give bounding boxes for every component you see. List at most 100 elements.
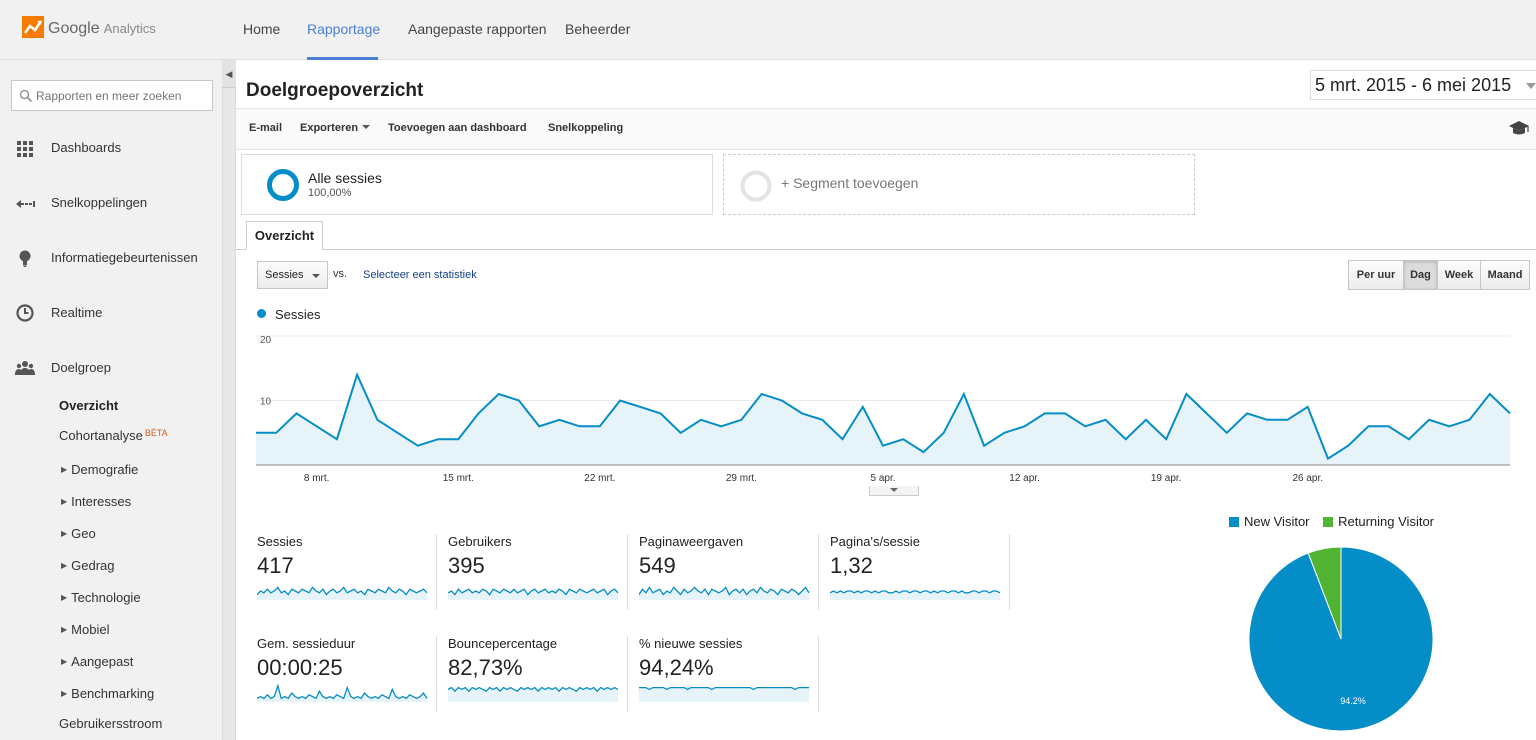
sub-label: Gedrag: [71, 558, 115, 573]
legend-new-visitor[interactable]: New Visitor: [1229, 514, 1310, 529]
sidebar-sub-demographics[interactable]: ▶ Demografie: [61, 462, 138, 477]
sidebar-sub-interests[interactable]: ▶ Interesses: [61, 494, 131, 509]
sub-label: Demografie: [71, 462, 139, 477]
scorecard-sparkline: [639, 586, 810, 600]
expand-triangle-icon: ▶: [61, 657, 68, 666]
legend-label: Returning Visitor: [1338, 514, 1435, 529]
sub-label: Technologie: [71, 590, 141, 605]
scorecard-pages-per-session[interactable]: Pagina's/sessie 1,32: [830, 534, 1010, 614]
x-tick-label: 29 mrt.: [726, 473, 757, 484]
sparkline-line: [639, 586, 810, 596]
sub-label: Interesses: [71, 494, 132, 509]
scorecard-sessions[interactable]: Sessies 417: [257, 534, 437, 614]
nav-admin[interactable]: Beheerder: [565, 21, 631, 37]
scorecard-pageviews[interactable]: Paginaweergaven 549: [639, 534, 819, 614]
chevron-down-icon: [1526, 83, 1536, 89]
legend-returning-visitor[interactable]: Returning Visitor: [1323, 514, 1434, 529]
legend-swatch: [1323, 517, 1334, 527]
scorecard-divider: [627, 534, 628, 610]
metric-select[interactable]: Sessies: [257, 261, 328, 289]
segment-percentage: 100,00%: [308, 187, 352, 199]
period-day-button[interactable]: Dag: [1404, 261, 1438, 289]
logo-text[interactable]: Google Analytics: [48, 20, 156, 38]
sidebar-item-dashboards[interactable]: Dashboards: [0, 136, 222, 160]
scorecard-value: 1,32: [830, 553, 873, 578]
empty-segment-ring-icon: [740, 170, 772, 202]
sidebar-sub-behavior[interactable]: ▶ Gedrag: [61, 558, 115, 573]
sidebar-sub-custom[interactable]: ▶ Aangepast: [61, 654, 133, 669]
scorecard-sparkline: [830, 590, 1001, 600]
shortcut-button[interactable]: Snelkoppeling: [548, 122, 624, 134]
tab-overview[interactable]: Overzicht: [246, 221, 323, 250]
sparkline-line: [448, 686, 619, 693]
sidebar-sub-users-flow[interactable]: Gebruikersstroom: [59, 716, 163, 731]
x-tick-label: 8 mrt.: [304, 473, 330, 484]
sidebar-sub-technology[interactable]: ▶ Technologie: [61, 590, 141, 605]
nav-custom-reports[interactable]: Aangepaste rapporten: [408, 21, 547, 37]
scorecard-name: Bouncepercentage: [448, 636, 558, 651]
search-box[interactable]: [11, 80, 213, 111]
date-range-picker[interactable]: 5 mrt. 2015 - 6 mei 2015: [1310, 70, 1536, 100]
sparkline-area: [639, 587, 809, 600]
sparkline-area: [448, 687, 618, 702]
nav-home[interactable]: Home: [243, 21, 281, 37]
visitor-type-pie-chart[interactable]: 94.2%: [1248, 546, 1434, 732]
scorecard-name: Gem. sessieduur: [257, 636, 356, 651]
expand-triangle-icon: ▶: [61, 625, 68, 634]
sidebar-item-realtime[interactable]: Realtime: [0, 301, 222, 325]
pie-slice-returning-visitor[interactable]: [1307, 546, 1342, 640]
period-week-button[interactable]: Week: [1438, 261, 1481, 289]
metric-select-label: Sessies: [265, 269, 304, 281]
scorecard-sparkline: [257, 683, 428, 702]
search-input[interactable]: [36, 87, 206, 105]
period-hourly-button[interactable]: Per uur: [1349, 261, 1404, 289]
sidebar-sub-geo[interactable]: ▶ Geo: [61, 526, 96, 541]
scorecard-users[interactable]: Gebruikers 395: [448, 534, 628, 614]
scorecard-name: Paginaweergaven: [639, 534, 744, 549]
scorecard-avg-session-duration[interactable]: Gem. sessieduur 00:00:25: [257, 636, 437, 716]
scorecard-value: 94,24%: [639, 655, 714, 680]
period-month-button[interactable]: Maand: [1481, 261, 1529, 289]
add-segment-button[interactable]: + Segment toevoegen: [723, 154, 1195, 215]
x-tick-label: 12 apr.: [1009, 473, 1040, 484]
sidebar-item-intelligence-events[interactable]: Informatiegebeurtenissen: [0, 246, 222, 270]
series-line-sessions: [256, 371, 1511, 461]
sidebar-sub-cohort[interactable]: Cohortanalyse BÈTA: [59, 428, 168, 443]
grid-icon: [17, 141, 33, 157]
sidebar-sub-overview[interactable]: Overzicht: [59, 398, 119, 413]
sidebar-collapse-button[interactable]: ◀: [222, 60, 236, 88]
scorecard-bounce-rate[interactable]: Bouncepercentage 82,73%: [448, 636, 628, 716]
scorecard-value: 417: [257, 553, 294, 578]
scorecard-new-sessions[interactable]: % nieuwe sessies 94,24%: [639, 636, 819, 716]
sidebar-sub-benchmarking[interactable]: ▶ Benchmarking: [61, 686, 154, 701]
scorecard-value: 82,73%: [448, 655, 523, 680]
clock-icon: [16, 304, 34, 322]
sidebar-sub-mobile[interactable]: ▶ Mobiel: [61, 622, 109, 637]
sub-label: Aangepast: [71, 654, 134, 669]
expand-triangle-icon: ▶: [61, 561, 68, 570]
sparkline-line: [257, 586, 428, 596]
sparkline-line: [448, 588, 619, 596]
add-to-dashboard-button[interactable]: Toevoegen aan dashboard: [388, 122, 527, 134]
export-label: Exporteren: [300, 122, 359, 134]
nav-rapportage[interactable]: Rapportage: [307, 21, 380, 60]
sidebar-item-shortcuts[interactable]: Snelkoppelingen: [0, 191, 222, 215]
chart-resize-handle[interactable]: [869, 486, 919, 496]
select-metric-link[interactable]: Selecteer een statistiek: [363, 269, 477, 281]
top-bar: Google Analytics Home Rapportage Aangepa…: [0, 0, 1536, 60]
sidebar-item-audience[interactable]: Doelgroep: [0, 356, 222, 380]
scorecard-divider: [436, 534, 437, 610]
scorecard-divider: [436, 636, 437, 712]
scorecard-divider: [1009, 534, 1010, 610]
analytics-logo-icon[interactable]: [22, 16, 162, 42]
segment-all-sessions[interactable]: Alle sessies 100,00%: [241, 154, 713, 215]
tab-divider: [236, 249, 1536, 250]
sidebar-item-label: Dashboards: [51, 140, 122, 155]
sidebar-item-label: Doelgroep: [51, 360, 111, 375]
export-button[interactable]: Exporteren: [300, 122, 371, 134]
caret-down-icon: [890, 488, 898, 492]
email-button[interactable]: E-mail: [249, 122, 283, 134]
sessions-line-chart[interactable]: 20 10 8 mrt. 15 mrt. 22 mrt. 29 mrt. 5 apr. 12 …: [256, 326, 1512, 496]
graduation-cap-icon[interactable]: [1508, 119, 1530, 137]
page-title: Doelgroepoverzicht: [246, 80, 424, 101]
